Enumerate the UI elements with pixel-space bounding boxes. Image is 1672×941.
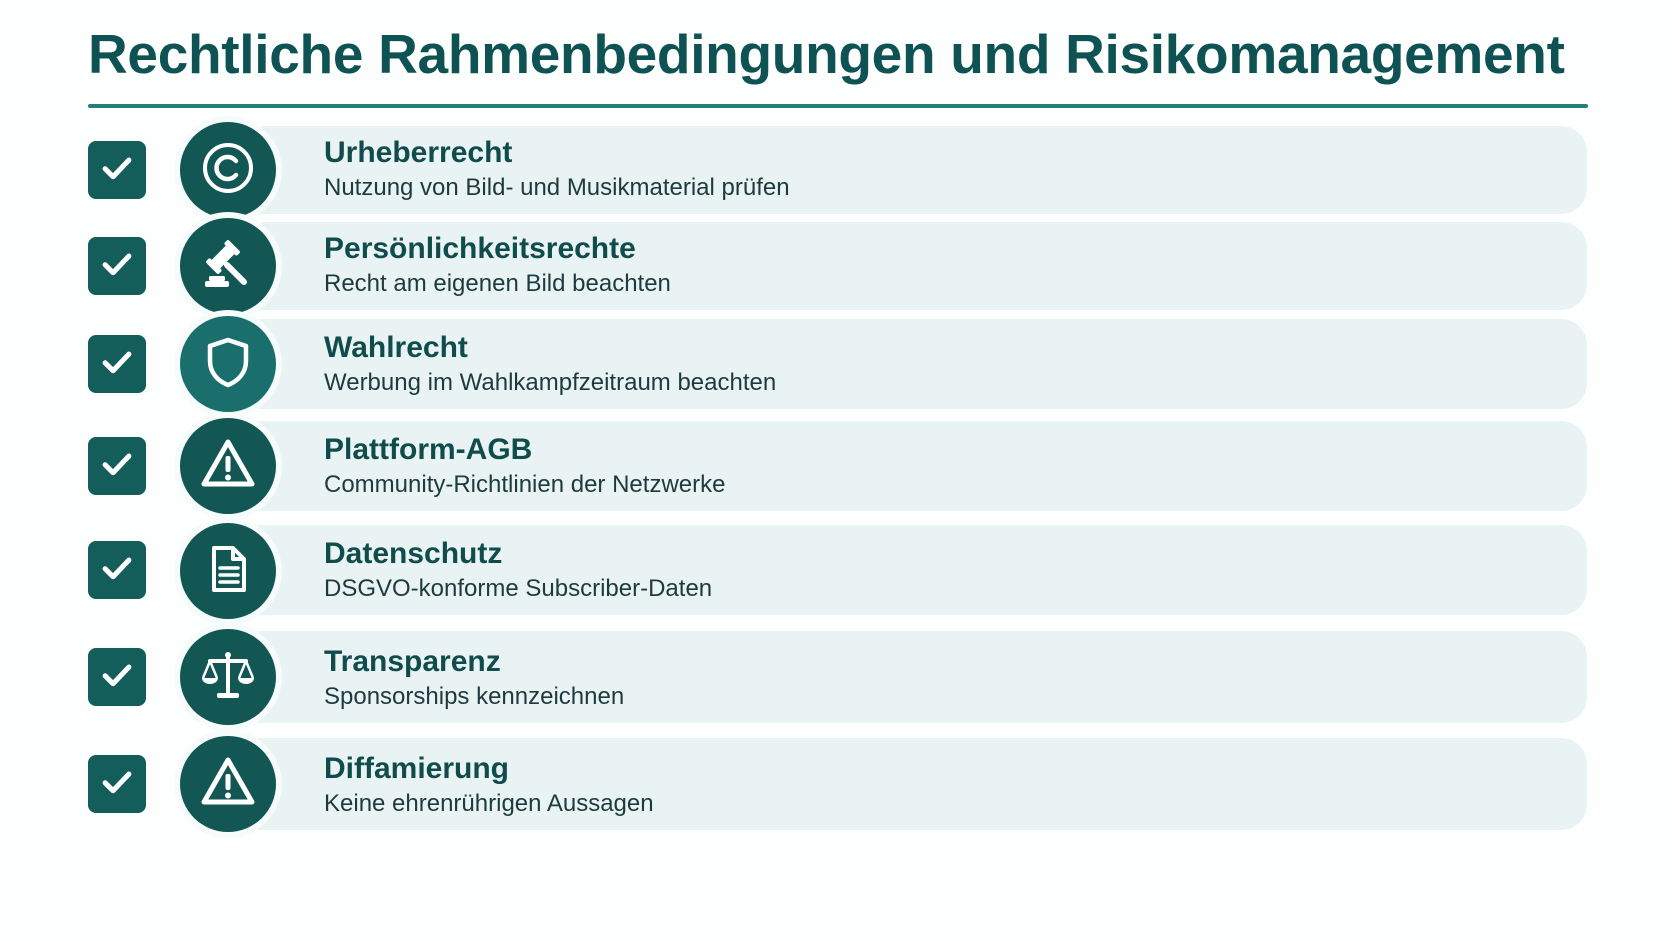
- item-title: Persönlichkeitsrechte: [324, 232, 636, 265]
- item-description: Recht am eigenen Bild beachten: [324, 270, 671, 297]
- item-title: Datenschutz: [324, 537, 503, 570]
- item-description: Nutzung von Bild- und Musikmaterial prüf…: [324, 174, 790, 201]
- item-icon-badge: [180, 218, 276, 314]
- item-title: Urheberrecht: [324, 136, 513, 169]
- item-description: Werbung im Wahlkampfzeitraum beachten: [324, 369, 777, 396]
- checkmark-icon: [98, 149, 136, 192]
- checkmark-icon: [98, 343, 136, 386]
- item-description: Keine ehrenrührigen Aussagen: [324, 790, 654, 817]
- item-icon-badge: [180, 523, 276, 619]
- checkmark-icon: [98, 445, 136, 488]
- copyright-icon: [200, 140, 256, 201]
- checkbox-checked[interactable]: [88, 755, 146, 813]
- item-icon-badge: [180, 316, 276, 412]
- page-title: Rechtliche Rahmenbedingungen und Risikom…: [88, 23, 1565, 85]
- item-title: Plattform-AGB: [324, 433, 533, 466]
- shield-icon: [201, 335, 255, 394]
- checkmark-icon: [98, 763, 136, 806]
- item-icon-badge: [180, 122, 276, 218]
- item-icon-badge: [180, 418, 276, 514]
- item-icon-badge: [180, 736, 276, 832]
- row-background: [236, 631, 1587, 723]
- checkmark-icon: [98, 549, 136, 592]
- checkbox-checked[interactable]: [88, 237, 146, 295]
- checkbox-checked[interactable]: [88, 541, 146, 599]
- row-background: [236, 319, 1587, 409]
- checkmark-icon: [98, 245, 136, 288]
- gavel-icon: [199, 235, 257, 298]
- item-icon-badge: [180, 629, 276, 725]
- checkbox-checked[interactable]: [88, 648, 146, 706]
- warning-icon: [198, 752, 258, 817]
- row-background: [236, 525, 1587, 615]
- item-title: Transparenz: [324, 645, 501, 678]
- row-background: [236, 126, 1587, 214]
- item-description: Community-Richtlinien der Netzwerke: [324, 471, 726, 498]
- item-title: Diffamierung: [324, 752, 510, 785]
- item-description: Sponsorships kennzeichnen: [324, 683, 625, 710]
- warning-icon: [198, 434, 258, 499]
- title-divider: [88, 104, 1588, 108]
- row-background: [236, 421, 1587, 511]
- item-description: DSGVO-konforme Subscriber-Daten: [324, 575, 713, 602]
- checkbox-checked[interactable]: [88, 335, 146, 393]
- row-background: [236, 738, 1587, 830]
- document-icon: [201, 542, 255, 601]
- checkmark-icon: [98, 656, 136, 699]
- checkbox-checked[interactable]: [88, 437, 146, 495]
- scales-icon: [198, 645, 258, 710]
- item-title: Wahlrecht: [324, 331, 468, 364]
- checkbox-checked[interactable]: [88, 141, 146, 199]
- row-background: [236, 222, 1587, 310]
